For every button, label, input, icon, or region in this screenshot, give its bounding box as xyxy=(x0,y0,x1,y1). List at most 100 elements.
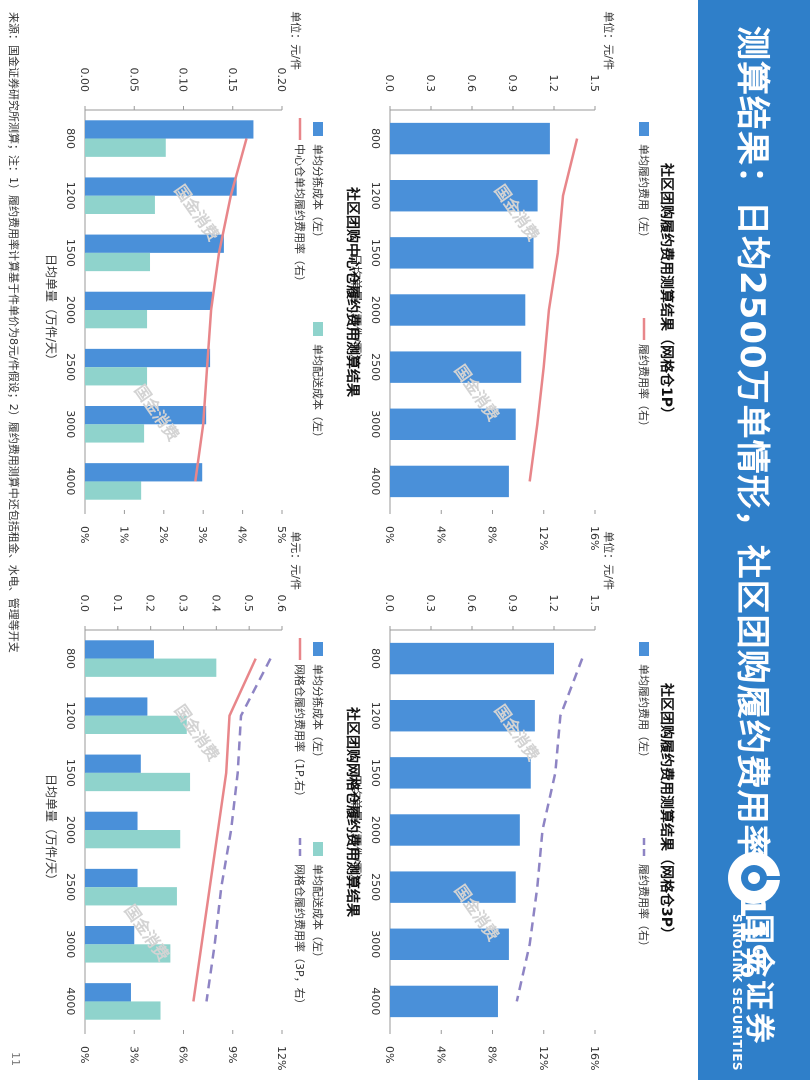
y2-tick-label: 8% xyxy=(486,526,499,543)
y2-tick-label: 4% xyxy=(236,526,249,543)
legend-label: 单均配送成本（左） xyxy=(311,344,325,443)
bar-2-3000 xyxy=(84,944,171,963)
chart-3: 社区团购中心仓履约费用测算结果 单均分拣成本（左） 单均配送成本（左） 中心仓单均履约… xyxy=(44,11,361,543)
bar-1-4000 xyxy=(389,465,509,498)
bar-2-2000 xyxy=(84,310,148,329)
y-tick-label: 0.00 xyxy=(78,68,91,93)
bar-1-3000 xyxy=(85,406,207,425)
bar-1-2000 xyxy=(84,811,138,831)
y2-tick-label: 4% xyxy=(434,526,447,543)
y-tick-label: 0.4 xyxy=(209,595,222,613)
bar-1-2500 xyxy=(390,871,516,903)
x-tick-label: 1500 xyxy=(64,239,77,267)
chart-title: 社区团购履约费用测算结果（网格仓1P） xyxy=(658,162,675,421)
y-tick-label: 0.5 xyxy=(242,595,255,613)
bar-1-800 xyxy=(85,640,154,659)
x-axis-title: 日均单量（万件/天） xyxy=(44,774,58,886)
rate-line-1 xyxy=(515,658,584,1002)
y-tick-label: 0.10 xyxy=(177,68,190,93)
y-tick-label: 0.6 xyxy=(465,75,478,93)
y2-tick-label: 3% xyxy=(127,1046,140,1063)
bar-1-1500 xyxy=(390,757,531,789)
x-tick-label: 1200 xyxy=(64,702,77,730)
bar-2-2000 xyxy=(85,830,181,849)
title-banner: 测算结果：日均2500万单情形，社区团购履约费用率约11% 国金证券 SINOL… xyxy=(698,0,810,1080)
x-tick-label: 1200 xyxy=(369,702,382,730)
bar-2-4000 xyxy=(84,1001,161,1020)
bar-1-2000 xyxy=(389,294,526,326)
source-footnote: 来源：国金证券研究所测算；注：1）履约费用率计算基于件单价为8元/件假设；2）履… xyxy=(7,12,20,653)
x-tick-label: 2000 xyxy=(369,816,382,844)
y-tick-label: 1.5 xyxy=(588,75,601,93)
bar-1-2500 xyxy=(390,351,522,383)
x-tick-label: 3000 xyxy=(369,930,382,958)
y-axis-title: 单元：元/件 xyxy=(289,531,302,590)
bar-2-2500 xyxy=(84,367,148,386)
rate-line-1 xyxy=(192,658,257,1002)
chart-title: 社区团购中心仓履约费用测算结果 xyxy=(344,186,361,398)
x-tick-label: 3000 xyxy=(64,930,77,958)
legend-label: 单均履约费用（左） xyxy=(637,144,650,243)
y-tick-label: 0.15 xyxy=(226,68,239,93)
legend-swatch-bar xyxy=(313,322,323,336)
bar-1-1500 xyxy=(85,234,224,253)
legend-label: 单均履约费用（左） xyxy=(637,664,650,763)
rate-line-1 xyxy=(528,138,579,482)
bar-1-1500 xyxy=(390,237,534,269)
bar-1-3000 xyxy=(85,926,135,945)
bar-1-1500 xyxy=(84,754,141,773)
y2-tick-label: 2% xyxy=(157,526,170,543)
y-tick-label: 1.2 xyxy=(547,595,560,613)
bar-1-2000 xyxy=(85,291,213,311)
brand-logo: 国金证券 SINOLINK SECURITIES xyxy=(716,850,788,1071)
legend-swatch-bar xyxy=(313,842,323,856)
x-tick-label: 4000 xyxy=(369,467,382,495)
x-tick-label: 2500 xyxy=(64,353,77,381)
x-tick-label: 2000 xyxy=(64,816,77,844)
y-tick-label: 0.20 xyxy=(275,68,288,93)
y-tick-label: 0.0 xyxy=(383,75,396,93)
bar-1-800 xyxy=(390,122,550,155)
y-tick-label: 0.2 xyxy=(144,595,157,613)
x-tick-label: 1500 xyxy=(369,759,382,787)
legend-label: 单均分拣成本（左） xyxy=(311,664,325,763)
bar-1-4000 xyxy=(390,985,498,1018)
chart-title: 社区团购履约费用测算结果（网格仓3P） xyxy=(658,682,675,941)
legend-label: 履约费用率（右） xyxy=(637,864,651,952)
x-tick-label: 800 xyxy=(64,648,77,669)
bar-2-4000 xyxy=(85,481,142,500)
bar-2-2500 xyxy=(85,887,177,906)
bar-1-4000 xyxy=(85,463,203,482)
y-tick-label: 1.2 xyxy=(547,75,560,93)
y2-tick-label: 16% xyxy=(588,526,601,550)
bar-1-1200 xyxy=(390,180,538,212)
y-tick-label: 0.6 xyxy=(465,595,478,613)
legend-label: 单均配送成本（左） xyxy=(311,864,325,963)
legend-swatch-bar xyxy=(639,122,649,136)
y2-tick-label: 8% xyxy=(486,1046,499,1063)
x-tick-label: 2500 xyxy=(64,873,77,901)
y2-tick-label: 12% xyxy=(537,526,550,550)
bar-2-1500 xyxy=(85,252,151,272)
legend-label: 网格仓履约费用率（3P，右） xyxy=(293,864,307,1010)
y2-tick-label: 0% xyxy=(78,1046,91,1063)
y2-tick-label: 0% xyxy=(383,526,396,543)
y-tick-label: 1.5 xyxy=(588,595,601,613)
y-axis-title: 单位：元/件 xyxy=(602,531,616,590)
y-tick-label: 0.3 xyxy=(177,595,190,613)
y-axis-title: 单位：元/件 xyxy=(602,11,616,70)
chart-2: 社区团购履约费用测算结果（网格仓3P） 单均履约费用（左） 履约费用率（右） 0.0 0… xyxy=(349,531,675,1070)
y-tick-label: 0.9 xyxy=(506,595,519,613)
bar-1-2500 xyxy=(84,348,211,368)
bar-1-800 xyxy=(85,120,254,139)
y-tick-label: 0.1 xyxy=(111,595,124,613)
x-tick-label: 4000 xyxy=(64,467,77,495)
bar-1-1200 xyxy=(85,697,148,716)
y-tick-label: 0.6 xyxy=(275,595,288,613)
y2-tick-label: 16% xyxy=(588,1046,601,1070)
x-axis-title: 日均单量（万件/天） xyxy=(349,254,363,366)
bar-1-800 xyxy=(390,642,554,675)
legend-swatch-bar xyxy=(639,642,649,656)
